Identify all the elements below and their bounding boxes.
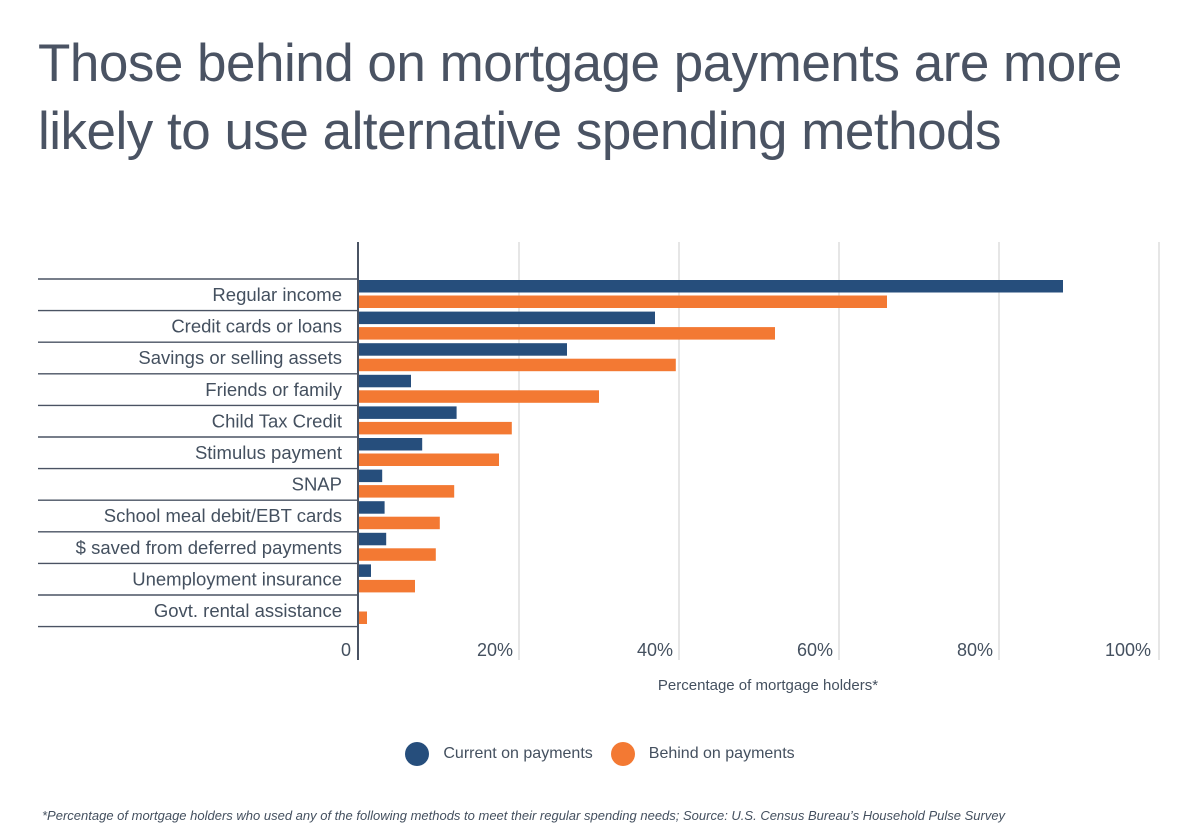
- bar-current: [359, 343, 567, 356]
- legend: Current on payments Behind on payments: [0, 742, 1200, 766]
- legend-item-current: Current on payments: [405, 742, 593, 766]
- category-label: Unemployment insurance: [132, 568, 342, 589]
- legend-swatch-behind: [610, 742, 635, 766]
- legend-swatch-current: [405, 742, 430, 766]
- category-label: Credit cards or loans: [171, 316, 342, 337]
- bar-behind: [359, 390, 599, 403]
- bar-behind: [359, 611, 367, 624]
- bar-chart: Regular income Credit cards or loans Savin…: [38, 242, 1160, 694]
- category-label: Govt. rental assistance: [154, 600, 342, 621]
- bar-behind: [359, 516, 440, 530]
- bar-behind: [359, 485, 455, 498]
- category-label: Savings or selling assets: [138, 347, 342, 368]
- category-label: $ saved from deferred payments: [76, 537, 342, 558]
- category-labels: Regular income Credit cards or loans Savin…: [76, 284, 343, 621]
- bar-behind: [359, 327, 775, 340]
- category-label: School meal debit/EBT cards: [104, 505, 342, 526]
- bar-behind: [359, 548, 436, 561]
- bar-current: [359, 438, 423, 451]
- bar-current: [359, 374, 411, 388]
- x-tick-label: 0: [341, 640, 351, 660]
- category-label: Stimulus payment: [195, 442, 342, 463]
- bar-behind: [359, 421, 512, 435]
- bar-behind: [359, 453, 499, 466]
- category-label: Child Tax Credit: [212, 410, 342, 431]
- x-tick-labels: 0 20% 40% 60% 80% 100%: [341, 640, 1151, 660]
- x-tick-label: 60%: [797, 640, 833, 660]
- chart-title: Those behind on mortgage payments are mo…: [38, 34, 1122, 161]
- category-label: Friends or family: [205, 379, 342, 400]
- bar-current: [359, 532, 387, 546]
- footnote: *Percentage of mortgage holders who used…: [42, 808, 1006, 823]
- x-tick-label: 100%: [1105, 640, 1151, 660]
- legend-item-behind: Behind on payments: [610, 742, 795, 766]
- bar-current: [359, 311, 655, 325]
- bar-current: [359, 564, 371, 577]
- bar-behind: [359, 358, 676, 372]
- category-label: SNAP: [292, 474, 342, 495]
- bars: [359, 280, 1063, 624]
- bar-behind: [359, 579, 415, 593]
- bar-current: [359, 280, 1063, 293]
- bar-current: [359, 406, 457, 419]
- legend-label-behind: Behind on payments: [648, 745, 795, 762]
- x-tick-label: 20%: [477, 640, 513, 660]
- bar-current: [359, 469, 383, 483]
- category-separators: [38, 278, 359, 628]
- bar-current: [359, 501, 385, 514]
- x-tick-label: 40%: [637, 640, 673, 660]
- legend-label-current: Current on payments: [443, 745, 593, 762]
- x-axis-title: Percentage of mortgage holders*: [658, 677, 878, 694]
- x-tick-label: 80%: [957, 640, 993, 660]
- category-label: Regular income: [212, 284, 342, 305]
- bar-behind: [359, 295, 887, 308]
